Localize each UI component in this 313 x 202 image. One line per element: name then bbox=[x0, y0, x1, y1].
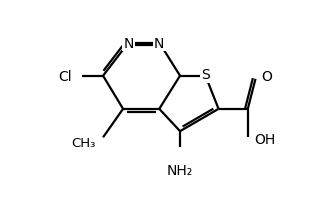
Text: N: N bbox=[154, 36, 164, 50]
Text: CH₃: CH₃ bbox=[71, 137, 95, 149]
Text: NH₂: NH₂ bbox=[167, 163, 193, 177]
Text: OH: OH bbox=[254, 132, 275, 146]
Text: S: S bbox=[201, 68, 210, 82]
Text: O: O bbox=[262, 69, 273, 83]
Text: N: N bbox=[123, 36, 134, 50]
Text: Cl: Cl bbox=[59, 69, 72, 83]
